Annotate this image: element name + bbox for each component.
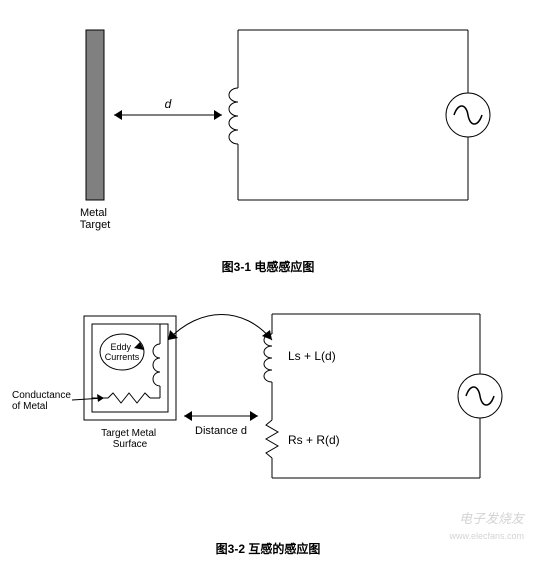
conductance-arrowhead-icon: [97, 394, 104, 402]
metal-target-label: Metal Target: [80, 207, 111, 231]
page-container: Metal Target d 图3-1 电感感应图: [0, 0, 536, 565]
target-coil-icon: [153, 344, 160, 386]
fig2-coil-icon: [264, 334, 272, 382]
target-resistor-icon: [108, 393, 150, 403]
figure-3-2-caption: 图3-2 互感的感应图: [0, 540, 536, 557]
figure-3-2: Eddy Currents Conductance of Metal Targe…: [0, 300, 536, 510]
rs-label: Rs + R(d): [288, 433, 340, 447]
distance-d-arrowhead-left: [184, 411, 192, 421]
coupling-arc: [168, 315, 272, 341]
distance-arrow-head-left: [114, 110, 122, 120]
distance-label: d: [165, 97, 172, 111]
distance-arrow-head-right: [214, 110, 222, 120]
watermark-url: www.elecfans.com: [449, 531, 524, 541]
eddy-label: Eddy Currents: [105, 342, 140, 362]
target-surface-label: Target Metal Surface: [101, 428, 159, 450]
distance-d-label: Distance d: [195, 425, 247, 437]
watermark-text: 电子发烧友: [459, 508, 524, 527]
target-outer-box: [84, 316, 176, 420]
distance-d-arrowhead-right: [250, 411, 258, 421]
metal-target-rect: [86, 30, 104, 200]
conductance-label: Conductance of Metal: [12, 390, 74, 412]
figure-3-1-caption: 图3-1 电感感应图: [0, 258, 536, 275]
figure-3-1: Metal Target d: [0, 0, 536, 250]
fig1-coil-icon: [229, 88, 238, 144]
fig2-resistor-icon: [266, 420, 278, 458]
ls-label: Ls + L(d): [288, 349, 336, 363]
target-inner-box: [92, 324, 168, 412]
